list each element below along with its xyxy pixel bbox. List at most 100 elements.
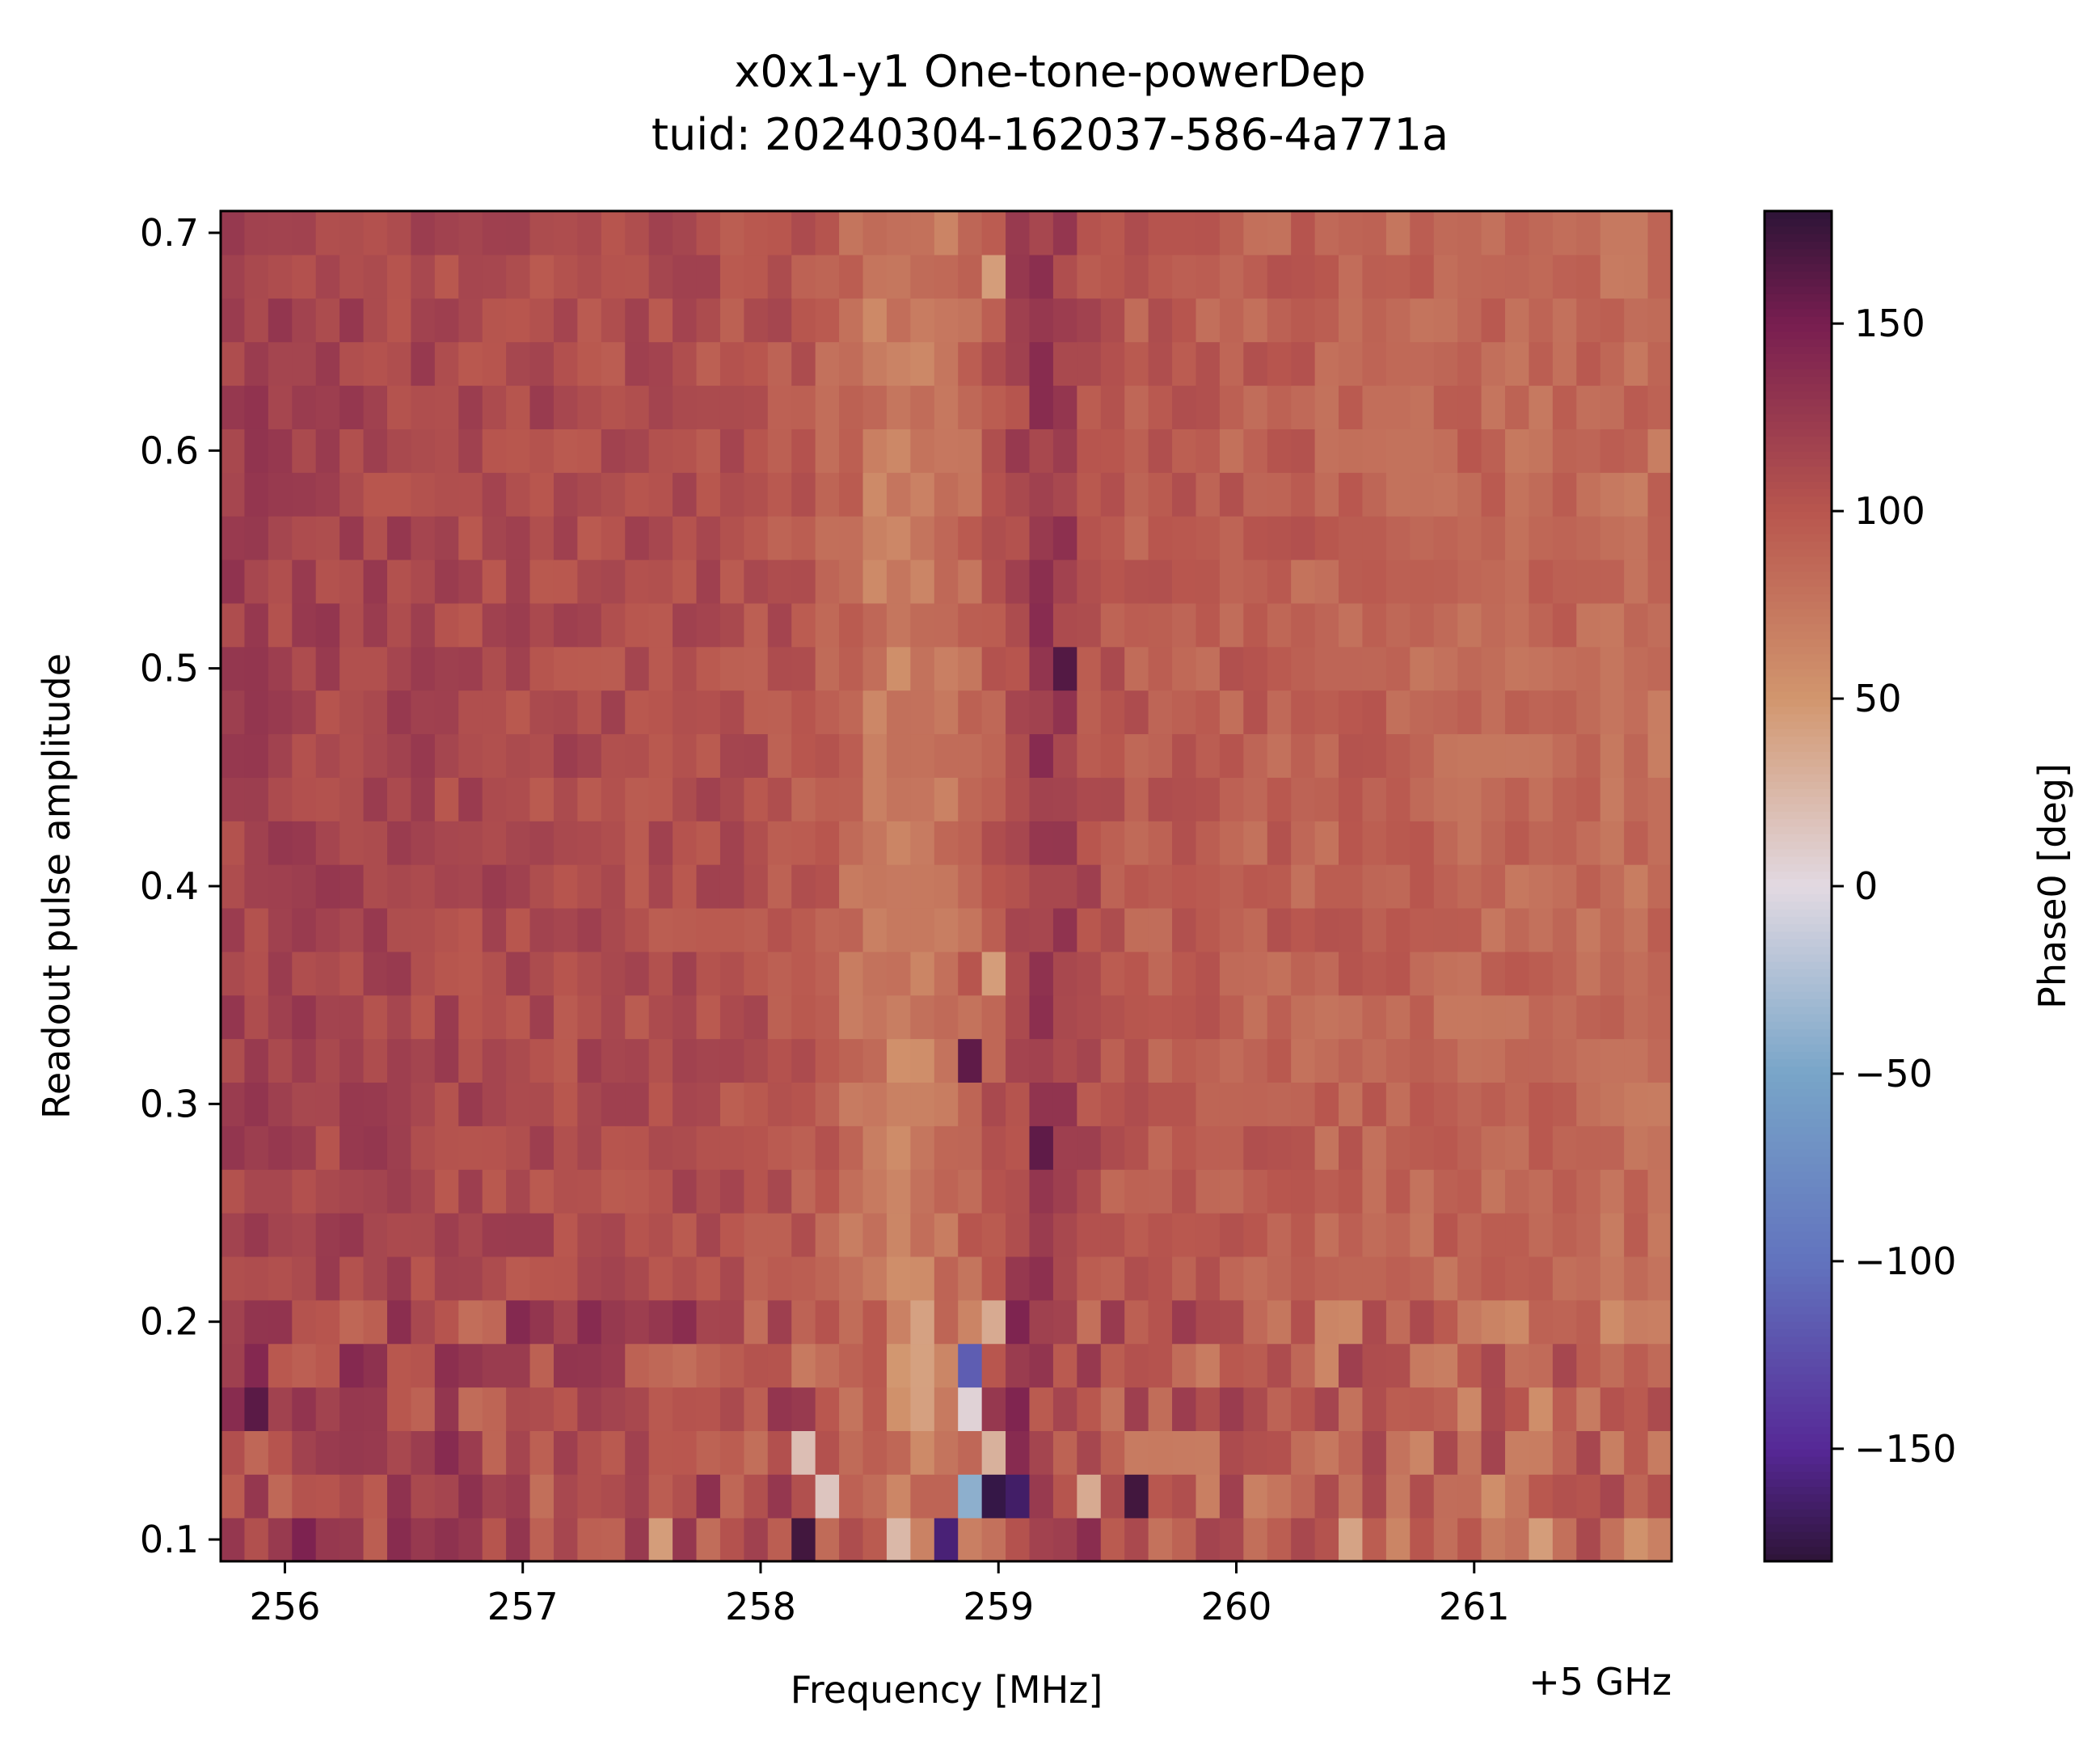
heatmap-cell [1124, 1256, 1149, 1301]
heatmap-cell [1291, 298, 1316, 343]
heatmap-cell [1529, 821, 1554, 865]
colorbar-segment [1765, 323, 1832, 332]
heatmap-cell [648, 516, 673, 560]
heatmap-cell [1624, 211, 1649, 255]
heatmap-cell [910, 1387, 935, 1431]
heatmap-cell [1052, 1256, 1077, 1301]
heatmap-cell [696, 341, 721, 386]
heatmap-cell [934, 1213, 959, 1257]
heatmap-cell [1243, 211, 1268, 255]
heatmap-cell [862, 646, 888, 691]
heatmap-cell [1029, 211, 1054, 255]
heatmap-cell [1647, 1082, 1672, 1126]
heatmap-cell [1529, 1256, 1554, 1301]
heatmap-cell [1433, 1518, 1458, 1562]
heatmap-cell [244, 298, 269, 343]
heatmap-cell [1006, 1213, 1031, 1257]
heatmap-cell [862, 907, 888, 952]
heatmap-cell [1291, 690, 1316, 735]
heatmap-cell [363, 690, 388, 735]
colorbar-segment [1765, 1448, 1832, 1457]
colorbar-segment [1765, 1231, 1832, 1239]
heatmap-cell [1433, 1343, 1458, 1388]
heatmap-cell [1529, 1038, 1554, 1083]
heatmap-cell [1029, 1518, 1054, 1562]
heatmap-cell [386, 472, 412, 517]
heatmap-cell [1624, 298, 1649, 343]
heatmap-cell [981, 602, 1006, 648]
heatmap-cell [981, 429, 1006, 473]
colorbar-segment [1765, 473, 1832, 482]
heatmap-cell [434, 298, 459, 343]
heatmap-cell [1457, 864, 1482, 909]
heatmap-cell [386, 1474, 412, 1518]
heatmap-cell [363, 602, 388, 648]
heatmap-cell [1291, 777, 1316, 821]
heatmap-cell [1195, 385, 1221, 429]
heatmap-cell [934, 821, 959, 865]
heatmap-cell [577, 777, 602, 821]
heatmap-cell [673, 254, 698, 299]
heatmap-cell [910, 602, 935, 648]
heatmap-cell [1647, 1387, 1672, 1431]
heatmap-cell [339, 1125, 365, 1170]
heatmap-cell [315, 1387, 340, 1431]
heatmap-cell [1291, 994, 1316, 1040]
heatmap-cell [458, 646, 483, 691]
heatmap-cell [958, 298, 983, 343]
heatmap-cell [506, 472, 531, 517]
colorbar-tick-label: −100 [1854, 1239, 1956, 1283]
colorbar-segment [1765, 1358, 1832, 1367]
heatmap-cell [696, 1387, 721, 1431]
colorbar-segment [1765, 1013, 1832, 1022]
heatmap-cell [553, 733, 578, 778]
heatmap-cell [529, 472, 555, 517]
heatmap-cell [719, 1169, 744, 1214]
heatmap-cell [673, 516, 698, 560]
heatmap-cell [1457, 1518, 1482, 1562]
heatmap-cell [363, 907, 388, 952]
heatmap-cell [1148, 646, 1173, 691]
heatmap-cell [458, 298, 483, 343]
heatmap-cell [1457, 1213, 1482, 1257]
heatmap-cell [744, 472, 769, 517]
heatmap-cell [1385, 559, 1411, 604]
colorbar-segment [1765, 1104, 1832, 1113]
heatmap-cell [719, 1430, 744, 1475]
heatmap-cell [1339, 1430, 1364, 1475]
heatmap-cell [673, 1169, 698, 1214]
heatmap-cell [1362, 1299, 1387, 1345]
heatmap-cell [506, 994, 531, 1040]
heatmap-cell [719, 994, 744, 1040]
colorbar-segment [1765, 1404, 1832, 1413]
heatmap-cell [934, 951, 959, 996]
heatmap-cell [315, 254, 340, 299]
heatmap-cell [1195, 1343, 1221, 1388]
heatmap-cell [1029, 1343, 1054, 1388]
heatmap-cell [1552, 298, 1577, 343]
heatmap-cell [1433, 864, 1458, 909]
heatmap-cell [696, 994, 721, 1040]
heatmap-cell [386, 1082, 412, 1126]
colorbar-segment [1765, 1223, 1832, 1232]
heatmap-cell [601, 602, 626, 648]
heatmap-cell [1647, 1213, 1672, 1257]
heatmap-cell [1339, 472, 1364, 517]
heatmap-cell [506, 690, 531, 735]
heatmap-cell [1505, 341, 1530, 386]
heatmap-cell [529, 1169, 555, 1214]
heatmap-cell [648, 1518, 673, 1562]
heatmap-cell [1052, 298, 1077, 343]
heatmap-cell [1600, 254, 1625, 299]
heatmap-cell [1410, 341, 1435, 386]
heatmap-cell [482, 994, 507, 1040]
heatmap-cell [1029, 429, 1054, 473]
heatmap-cell [1600, 516, 1625, 560]
heatmap-cell [886, 1169, 911, 1214]
heatmap-cell [1195, 864, 1221, 909]
heatmap-cell [1243, 994, 1268, 1040]
heatmap-cell [791, 1299, 816, 1345]
heatmap-cell [1385, 1518, 1411, 1562]
colorbar-segment [1765, 436, 1832, 445]
heatmap-cell [482, 602, 507, 648]
